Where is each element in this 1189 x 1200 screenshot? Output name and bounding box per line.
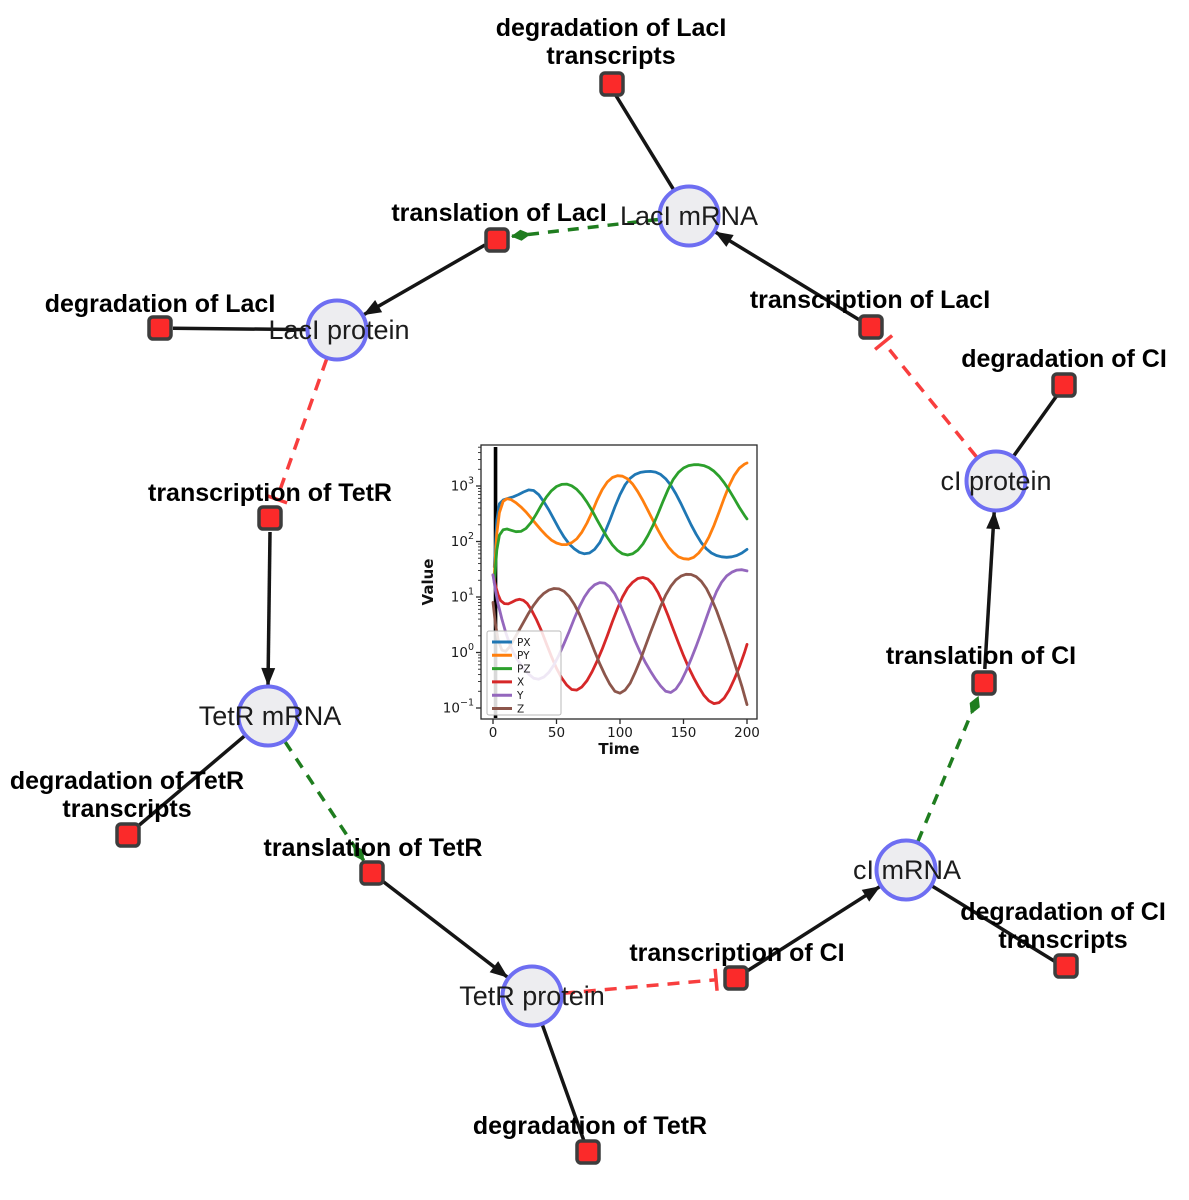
species-label-tetr-protein: TetR protein	[459, 981, 605, 1011]
edge-ci-mrna-activates-translation	[916, 695, 980, 843]
species-node-tetr-protein[interactable]	[500, 964, 564, 1028]
inset-chart-axis-labels: Time Value	[419, 559, 640, 758]
species-label-ci-protein: cI protein	[940, 466, 1051, 496]
y-tick-label: 10−1	[443, 698, 474, 717]
reaction-node-degradation-tetr-transcripts[interactable]	[115, 822, 141, 848]
reaction-label-degradation-laci: degradation of LacI	[45, 290, 276, 318]
edge-laci-protein-inhibits-transcription-tetr	[265, 358, 329, 505]
edge-ci-mrna-to-degradation-transcripts	[931, 884, 1056, 963]
reaction-label-transcription-tetr: transcription of TetR	[148, 479, 392, 507]
species-node-laci-protein[interactable]	[305, 298, 369, 362]
reaction-label-translation-ci: translation of CI	[886, 642, 1076, 670]
edge-laci-protein-to-degradation	[172, 326, 307, 332]
series-line-PY	[492, 461, 749, 577]
x-tick-label: 200	[734, 725, 760, 741]
x-tick-label: 100	[607, 725, 633, 741]
nodes-layer	[115, 71, 1079, 1165]
reaction-node-transcription-ci[interactable]	[723, 965, 749, 991]
reaction-node-translation-ci[interactable]	[971, 670, 997, 696]
edge-translation-ci-to-ci-protein	[983, 510, 1001, 670]
reaction-node-degradation-ci-transcripts[interactable]	[1053, 953, 1079, 979]
species-node-ci-mrna[interactable]	[874, 838, 938, 902]
edge-tetr-protein-inhibits-transcription-ci	[562, 968, 719, 996]
edge-translation-tetr-to-tetr-protein	[382, 880, 509, 979]
reaction-node-translation-tetr[interactable]	[359, 860, 385, 886]
labels-layer: LacI mRNA LacI protein cI protein TetR m…	[10, 14, 1167, 1140]
reaction-node-transcription-tetr[interactable]	[257, 505, 283, 531]
edge-transcription-laci-to-laci-mrna	[714, 230, 861, 322]
edge-ci-protein-to-degradation	[1012, 392, 1060, 457]
reaction-label-degradation-tetr-transcripts-line2: transcripts	[62, 795, 191, 823]
chart-xlabel: Time	[598, 740, 639, 758]
reaction-label-transcription-laci: transcription of LacI	[750, 286, 990, 314]
legend-label-Y: Y	[516, 690, 524, 702]
chart-ylabel: Value	[419, 559, 437, 606]
edges-layer	[135, 93, 1060, 1142]
x-tick-label: 150	[671, 725, 697, 741]
reaction-label-degradation-ci: degradation of CI	[961, 345, 1167, 373]
reaction-node-degradation-ci[interactable]	[1051, 372, 1077, 398]
species-label-laci-mrna: LacI mRNA	[620, 201, 758, 231]
reaction-label-degradation-ci-transcripts-line2: transcripts	[998, 926, 1127, 954]
edge-ci-protein-inhibits-transcription-laci	[873, 334, 978, 459]
reaction-label-degradation-laci-transcripts-line2: transcripts	[546, 42, 675, 70]
edge-tetr-mrna-to-degradation-transcripts	[135, 734, 246, 829]
edge-tetr-mrna-activates-translation	[283, 740, 366, 862]
y-tick-label: 102	[451, 531, 474, 550]
reaction-label-transcription-ci: transcription of CI	[629, 939, 844, 967]
reaction-label-degradation-tetr-transcripts-line1: degradation of TetR	[10, 767, 244, 795]
reaction-label-translation-laci: translation of LacI	[391, 199, 606, 227]
legend-label-PX: PX	[517, 637, 531, 649]
edge-laci-mrna-to-degradation-transcripts	[613, 93, 675, 191]
y-tick-label: 103	[451, 476, 474, 495]
reaction-node-degradation-tetr[interactable]	[575, 1139, 601, 1165]
reaction-label-degradation-tetr: degradation of TetR	[473, 1112, 707, 1140]
edge-translation-laci-to-laci-protein	[363, 243, 486, 317]
series-line-PZ	[492, 463, 749, 585]
chart-frame	[480, 444, 758, 720]
y-tick-label: 101	[451, 587, 474, 606]
x-tick-label: 50	[548, 725, 565, 741]
reaction-node-transcription-laci[interactable]	[858, 314, 884, 340]
legend-label-PZ: PZ	[517, 663, 531, 675]
species-label-tetr-mrna: TetR mRNA	[199, 701, 342, 731]
y-tick-label: 100	[451, 642, 474, 661]
edge-transcription-ci-to-ci-mrna	[746, 885, 881, 972]
species-node-ci-protein[interactable]	[964, 449, 1028, 513]
legend-label-PY: PY	[517, 650, 530, 662]
reaction-label-degradation-ci-transcripts-line1: degradation of CI	[960, 898, 1166, 926]
reaction-node-degradation-laci-transcripts[interactable]	[599, 71, 625, 97]
edge-tetr-protein-to-degradation	[540, 1024, 586, 1142]
reaction-label-degradation-laci-transcripts-line1: degradation of LacI	[496, 14, 727, 42]
species-label-laci-protein: LacI protein	[268, 315, 409, 345]
species-label-ci-mrna: cI mRNA	[853, 855, 961, 885]
species-node-laci-mrna[interactable]	[657, 184, 721, 248]
legend-label-Z: Z	[517, 703, 524, 715]
edge-laci-mrna-activates-translation	[511, 217, 659, 241]
reaction-node-degradation-laci[interactable]	[147, 315, 173, 341]
legend-label-X: X	[517, 677, 524, 689]
reaction-label-translation-tetr: translation of TetR	[264, 834, 483, 862]
x-tick-label: 0	[489, 725, 498, 741]
species-node-tetr-mrna[interactable]	[236, 684, 300, 748]
series-line-Z	[491, 572, 749, 706]
edge-transcription-tetr-to-tetr-mrna	[261, 531, 276, 686]
reaction-node-translation-laci[interactable]	[484, 227, 510, 253]
series-line-X	[491, 573, 749, 705]
